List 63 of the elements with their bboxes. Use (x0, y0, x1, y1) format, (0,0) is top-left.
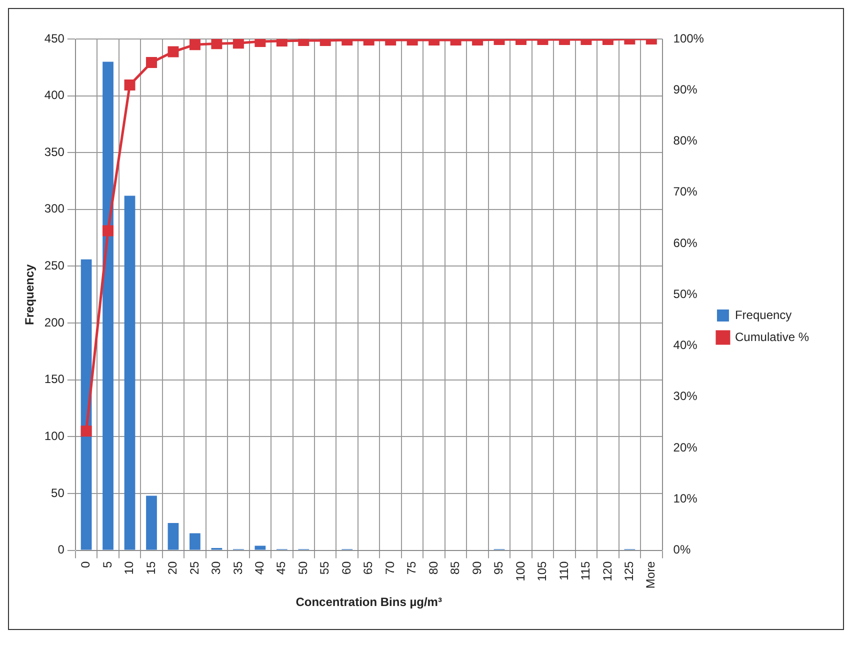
x-tick-label: 90 (470, 560, 484, 575)
x-tick-label: 50 (296, 560, 310, 575)
x-tick-label: More (644, 560, 658, 589)
x-tick-label: 105 (535, 560, 550, 582)
x-tick-label: 110 (556, 560, 571, 580)
y2-tick-label: 90% (673, 82, 698, 96)
y-tick-label: 450 (44, 31, 65, 46)
point (232, 39, 244, 49)
x-tick-label: 40 (252, 560, 266, 575)
point (80, 426, 92, 437)
bar (146, 496, 157, 550)
x-tick-label: 65 (361, 560, 376, 575)
y-tick-label: 200 (44, 315, 65, 330)
x-tick-label: 100 (513, 560, 528, 582)
y2-tick-label: 60% (673, 236, 698, 250)
x-tick-label: 80 (426, 560, 440, 575)
point (254, 39, 266, 48)
bar (80, 259, 92, 550)
legend-label: Cumulative % (734, 330, 810, 344)
y-tick-label: 50 (51, 486, 65, 500)
bar (168, 522, 179, 550)
y2-tick-label: 40% (673, 338, 698, 352)
y-tick-label: 250 (44, 258, 65, 273)
y2-tick-label: 50% (673, 286, 698, 301)
x-tick-label: 70 (382, 560, 397, 575)
x-tick-label: 125 (622, 560, 636, 582)
x-tick-label: 55 (318, 560, 332, 575)
x-tick-label: 115 (578, 560, 593, 580)
x-tick-label: 120 (600, 560, 614, 582)
x-axis-title: Concentration Bins µg/m³ (296, 595, 442, 610)
y2-tick-label: 30% (673, 389, 698, 404)
x-tick-label: 95 (492, 560, 506, 575)
x-tick-label: 15 (144, 560, 158, 575)
bar (124, 196, 136, 550)
point (102, 225, 114, 236)
y-tick-label: 100 (44, 428, 65, 443)
x-tick-label: 10 (122, 560, 136, 575)
x-tick-label: 20 (166, 560, 180, 575)
bar (254, 546, 266, 550)
y2-tick-label: 100% (673, 31, 704, 46)
y2-tick-label: 0% (673, 542, 691, 557)
x-tick-label: 75 (404, 560, 419, 575)
y-axis-title: Frequency (22, 264, 37, 325)
y2-tick-label: 10% (673, 491, 698, 506)
bar (190, 533, 200, 550)
x-tick-label: 85 (448, 560, 462, 575)
bar (102, 62, 114, 550)
y-tick-label: 400 (44, 88, 65, 102)
y-tick-label: 300 (44, 202, 65, 216)
y-tick-label: 0 (58, 542, 65, 557)
y2-tick-label: 20% (673, 440, 698, 454)
legend-label: Frequency (734, 308, 792, 322)
y2-tick-label: 70% (673, 184, 698, 199)
y-tick-label: 350 (44, 144, 65, 159)
x-tick-label: 45 (274, 560, 288, 575)
y2-tick-label: 80% (673, 134, 698, 148)
x-tick-label: 35 (230, 560, 245, 575)
x-tick-label: 60 (339, 560, 354, 575)
y-tick-label: 150 (44, 372, 65, 386)
x-tick-label: 30 (209, 560, 224, 575)
x-tick-label: 25 (187, 560, 202, 575)
x-tick-label: 0 (78, 560, 93, 568)
x-tick-label: 5 (100, 560, 114, 568)
